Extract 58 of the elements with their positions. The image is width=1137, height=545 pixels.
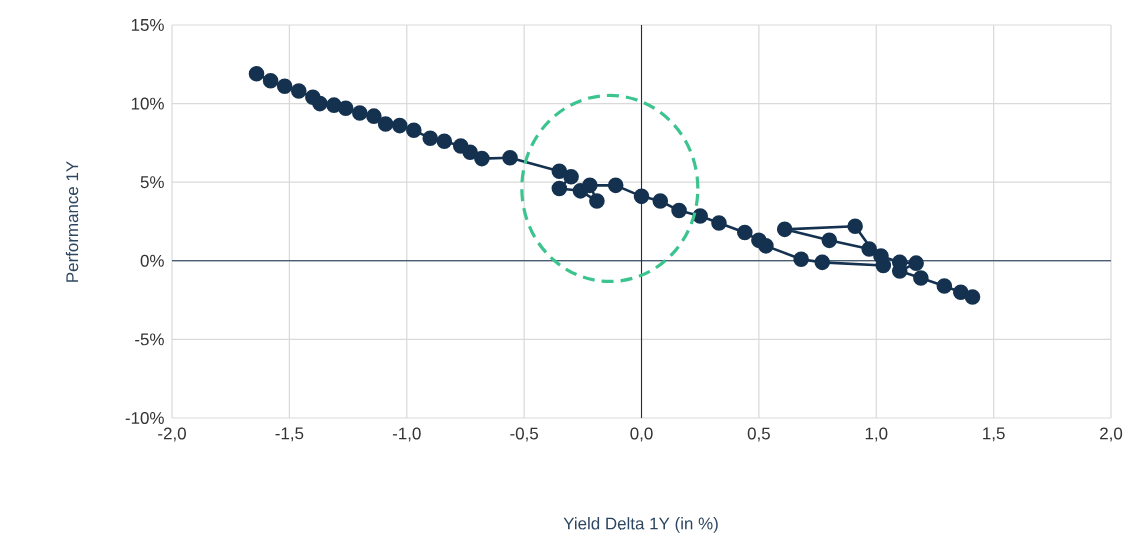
point xyxy=(290,83,307,99)
y-tick-label: 10% xyxy=(131,97,164,110)
point xyxy=(633,188,650,205)
point xyxy=(436,133,453,150)
x-tick-label: -1,0 xyxy=(392,427,421,442)
point xyxy=(671,202,687,219)
point xyxy=(847,218,863,234)
point xyxy=(737,224,753,241)
x-tick-label: 0,0 xyxy=(630,427,653,442)
point xyxy=(406,122,422,139)
point xyxy=(502,150,518,166)
point xyxy=(873,248,889,264)
point xyxy=(711,215,727,231)
x-tick-label: 1,0 xyxy=(865,427,888,442)
y-tick-label: -10% xyxy=(125,411,164,424)
x-axis-title: Yield Delta 1Y (in %) xyxy=(563,517,718,533)
point xyxy=(793,251,809,268)
point xyxy=(551,180,568,197)
point xyxy=(377,116,394,132)
point xyxy=(551,163,568,179)
point xyxy=(692,208,708,224)
x-tick-label: 1,5 xyxy=(983,427,1005,442)
point xyxy=(821,232,838,249)
point xyxy=(337,100,354,117)
point xyxy=(589,193,605,209)
point xyxy=(462,144,478,161)
x-tick-label: -1,5 xyxy=(275,427,304,442)
point xyxy=(352,105,368,121)
point xyxy=(248,65,265,82)
point xyxy=(312,95,328,112)
point xyxy=(758,238,774,254)
point xyxy=(652,193,669,209)
x-tick-label: 2,0 xyxy=(1100,427,1123,442)
point xyxy=(366,108,382,124)
point xyxy=(422,130,439,146)
point xyxy=(776,221,793,238)
y-tick-label: 5% xyxy=(140,176,164,189)
point xyxy=(964,289,981,305)
y-axis-title: Performance 1Y xyxy=(65,161,79,282)
x-tick-label: 0,5 xyxy=(747,427,770,442)
point xyxy=(952,284,969,301)
point xyxy=(391,117,408,134)
x-tick-label: -2,0 xyxy=(158,427,186,442)
point xyxy=(908,255,924,271)
point xyxy=(936,278,953,294)
point xyxy=(276,78,293,95)
point xyxy=(814,254,831,271)
y-tick-label: -5% xyxy=(135,333,164,346)
x-tick-label: -0,5 xyxy=(510,427,539,442)
point xyxy=(913,270,929,286)
point xyxy=(563,168,579,185)
point xyxy=(474,150,490,167)
point xyxy=(861,241,878,257)
point xyxy=(262,72,279,89)
point xyxy=(582,177,598,194)
point xyxy=(607,177,624,194)
y-tick-label: 0% xyxy=(140,254,164,267)
y-tick-label: 15% xyxy=(131,19,164,31)
